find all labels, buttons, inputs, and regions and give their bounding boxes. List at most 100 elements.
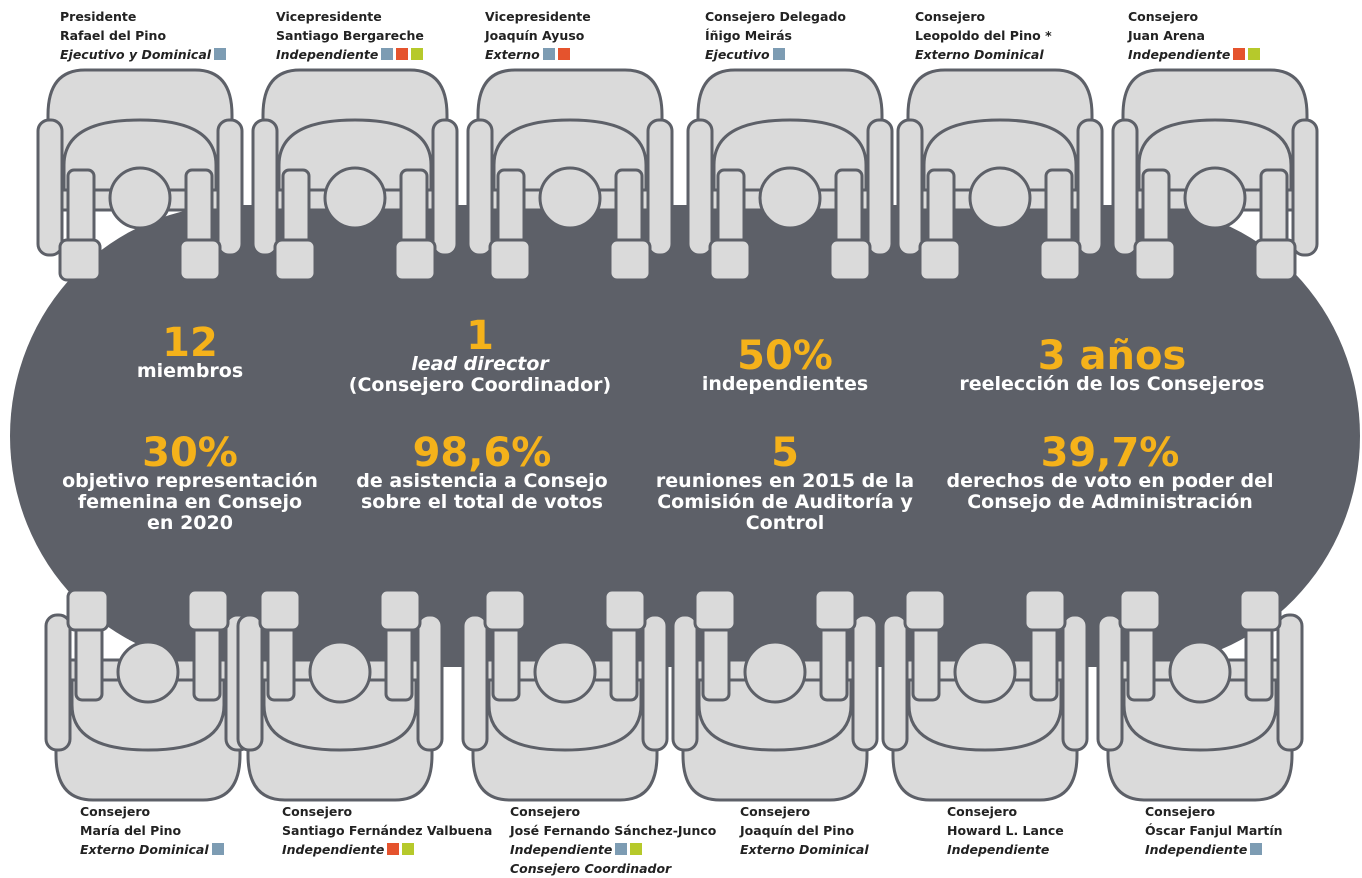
chair-part: [118, 642, 178, 702]
stat-value: 3 años: [959, 338, 1264, 374]
badge: [411, 48, 423, 60]
stat-label: femenina en Consejo: [62, 492, 318, 513]
stat-value: 12: [137, 325, 243, 361]
chair-part: [955, 642, 1015, 702]
chair-part: [695, 590, 735, 630]
badge: [615, 843, 627, 855]
member-role: Vicepresidente: [276, 7, 424, 26]
member-label: ConsejeroLeopoldo del Pino *Externo Domi…: [915, 7, 1052, 64]
chair-part: [688, 120, 712, 255]
chair-part: [180, 240, 220, 280]
chair-part: [1135, 240, 1175, 280]
chair-part: [1120, 590, 1160, 630]
chair-part: [1063, 615, 1087, 750]
chair-part: [883, 615, 907, 750]
chair-part: [535, 642, 595, 702]
member-label: ConsejeroSantiago Fernández ValbuenaInde…: [282, 802, 492, 859]
member-role: Presidente: [60, 7, 226, 26]
stat: 39,7%derechos de voto en poder delConsej…: [947, 435, 1274, 513]
member-type: Independiente: [947, 842, 1049, 857]
chair-part: [970, 168, 1030, 228]
stat: 12miembros: [137, 325, 243, 382]
member-type-row: Ejecutivo y Dominical: [60, 45, 226, 64]
member-type-row: Externo Dominical: [80, 840, 224, 859]
chair-part: [275, 240, 315, 280]
badge: [212, 843, 224, 855]
stat-value: 50%: [702, 338, 868, 374]
member-type-row: Independiente: [947, 840, 1064, 859]
member-name: Joaquín del Pino: [740, 821, 869, 840]
chair-part: [605, 590, 645, 630]
member-label: Consejero DelegadoÍñigo Meirás Ejecutivo: [705, 7, 846, 64]
chair-part: [905, 590, 945, 630]
badge: [402, 843, 414, 855]
chair-part: [1113, 120, 1137, 255]
chair-part: [1278, 615, 1302, 750]
badge: [773, 48, 785, 60]
stat-label: de asistencia a Consejo: [356, 471, 607, 492]
infographic: PresidenteRafael del PinoEjecutivo y Dom…: [0, 0, 1362, 876]
stat-label: reelección de los Consejeros: [959, 374, 1264, 395]
member-role: Consejero Delegado: [705, 7, 846, 26]
member-role: Consejero: [1128, 7, 1260, 26]
member-label: VicepresidenteJoaquín Ayuso Externo: [485, 7, 591, 64]
chair-part: [325, 168, 385, 228]
chair-part: [38, 120, 62, 255]
member-type-row: Independiente: [510, 840, 716, 859]
chair-part: [395, 240, 435, 280]
member-type: Externo: [485, 47, 540, 62]
member-type: Independiente: [1128, 47, 1230, 62]
member-type: Independiente: [282, 842, 384, 857]
chair-part: [260, 590, 300, 630]
stat-value: 39,7%: [947, 435, 1274, 471]
chair-part: [760, 168, 820, 228]
stat-label: (Consejero Coordinador): [349, 375, 611, 396]
stat: 98,6%de asistencia a Consejosobre el tot…: [356, 435, 607, 513]
member-type-row: Independiente: [282, 840, 492, 859]
member-name: María del Pino: [80, 821, 224, 840]
member-type: Externo Dominical: [80, 842, 209, 857]
badge: [396, 48, 408, 60]
chair-part: [898, 120, 922, 255]
stat-label: miembros: [137, 361, 243, 382]
badge: [630, 843, 642, 855]
member-role: Consejero: [915, 7, 1052, 26]
member-role: Vicepresidente: [485, 7, 591, 26]
chair-part: [68, 590, 108, 630]
chair-part: [490, 240, 530, 280]
chair-part: [610, 240, 650, 280]
member-name: Íñigo Meirás: [705, 26, 846, 45]
badge: [387, 843, 399, 855]
member-label: ConsejeroJosé Fernando Sánchez-JuncoInde…: [510, 802, 716, 878]
chair-part: [485, 590, 525, 630]
member-type: Ejecutivo: [705, 47, 770, 62]
chair-part: [238, 615, 262, 750]
stat-value: 5: [656, 435, 914, 471]
chair-part: [648, 120, 672, 255]
member-type-row: Externo Dominical: [915, 45, 1052, 64]
member-role: Consejero: [740, 802, 869, 821]
chair-part: [46, 615, 70, 750]
badge: [558, 48, 570, 60]
chair-part: [418, 615, 442, 750]
chair-part: [745, 642, 805, 702]
chair-part: [920, 240, 960, 280]
stat-label: sobre el total de votos: [356, 492, 607, 513]
member-type-row: Ejecutivo: [705, 45, 846, 64]
chair-part: [468, 120, 492, 255]
stat: 1lead director(Consejero Coordinador): [349, 318, 611, 396]
chair-part: [188, 590, 228, 630]
member-type-row: Independiente: [1128, 45, 1260, 64]
chair-part: [830, 240, 870, 280]
member-name: Joaquín Ayuso: [485, 26, 591, 45]
badge: [1248, 48, 1260, 60]
member-type-row: Independiente: [276, 45, 424, 64]
stat-label: Consejo de Administración: [947, 492, 1274, 513]
